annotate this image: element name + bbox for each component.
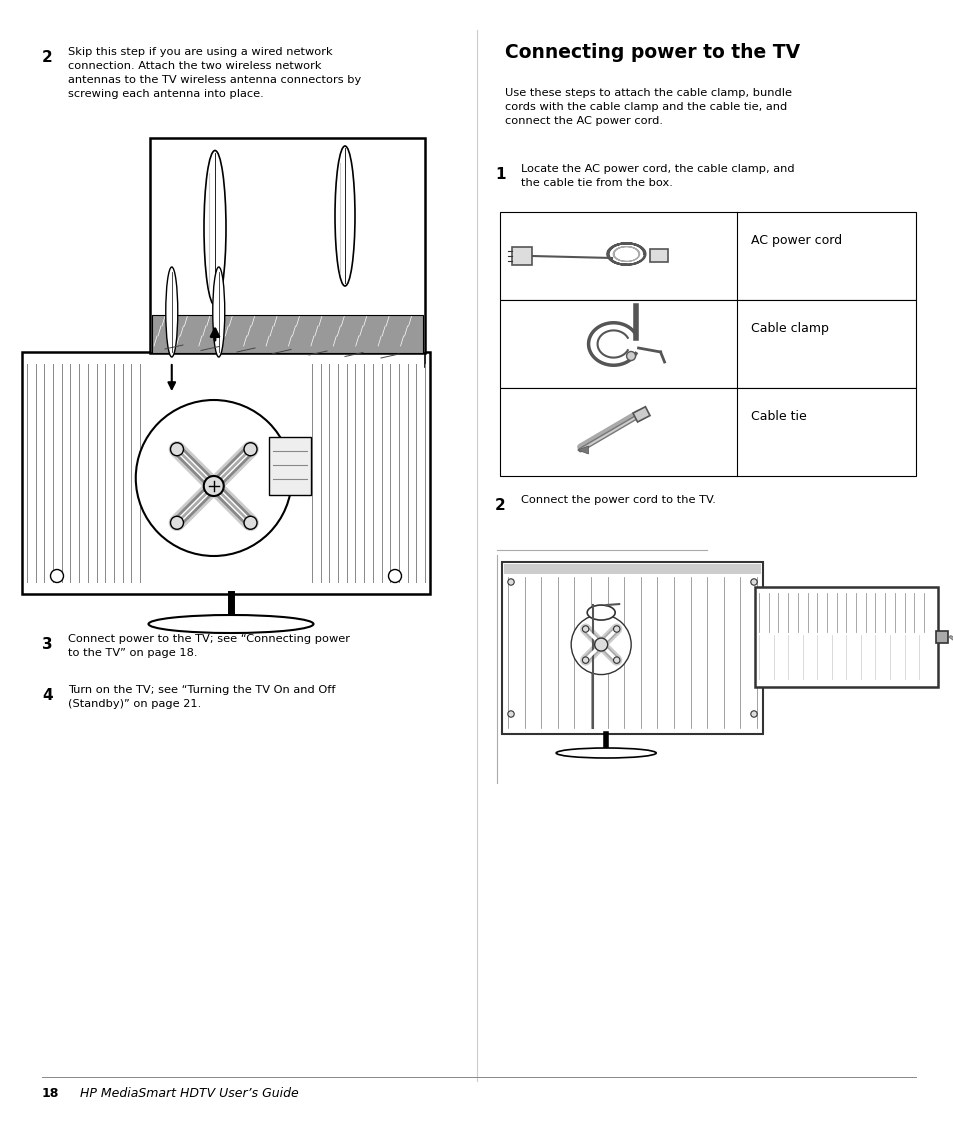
Text: 2: 2	[42, 51, 52, 65]
Bar	[152, 314, 422, 353]
Circle shape	[594, 638, 607, 651]
Ellipse shape	[149, 615, 314, 633]
Text: 2: 2	[495, 497, 505, 513]
Text: 3: 3	[42, 637, 52, 652]
Circle shape	[388, 569, 401, 583]
Bar	[512, 247, 532, 265]
Text: Cable clamp: Cable clamp	[750, 322, 828, 335]
Circle shape	[750, 711, 757, 718]
Text: Locate the AC power cord, the cable clamp, and
the cable tie from the box.: Locate the AC power cord, the cable clam…	[520, 164, 794, 188]
Bar	[754, 587, 937, 687]
Ellipse shape	[213, 267, 225, 357]
Circle shape	[750, 578, 757, 585]
Bar	[649, 249, 667, 262]
Bar	[503, 564, 760, 574]
Ellipse shape	[335, 146, 355, 286]
Text: Use these steps to attach the cable clamp, bundle
cords with the cable clamp and: Use these steps to attach the cable clam…	[504, 88, 791, 126]
Bar	[501, 562, 762, 734]
Circle shape	[51, 569, 64, 583]
Bar	[935, 631, 946, 642]
Circle shape	[204, 476, 224, 496]
Bar	[499, 389, 915, 476]
Circle shape	[582, 657, 588, 664]
Polygon shape	[577, 446, 588, 454]
Bar	[152, 314, 422, 353]
Circle shape	[244, 442, 256, 456]
Circle shape	[171, 442, 183, 456]
Text: Skip this step if you are using a wired network
connection. Attach the two wirel: Skip this step if you are using a wired …	[68, 47, 361, 99]
Circle shape	[244, 517, 256, 529]
Text: Turn on the TV; see “Turning the TV On and Off
(Standby)” on page 21.: Turn on the TV; see “Turning the TV On a…	[68, 685, 335, 709]
Text: 4: 4	[42, 688, 52, 703]
Text: Connecting power to the TV: Connecting power to the TV	[504, 43, 800, 62]
Bar	[22, 351, 430, 594]
Ellipse shape	[556, 748, 656, 758]
Text: 18: 18	[42, 1087, 59, 1101]
Bar	[633, 407, 649, 422]
Circle shape	[507, 711, 514, 718]
Text: AC power cord: AC power cord	[750, 234, 841, 247]
Bar	[269, 437, 311, 495]
Ellipse shape	[204, 150, 226, 305]
Text: Cable tie: Cable tie	[750, 410, 806, 423]
Circle shape	[613, 626, 619, 632]
Text: HP MediaSmart HDTV User’s Guide: HP MediaSmart HDTV User’s Guide	[64, 1087, 298, 1101]
Circle shape	[582, 626, 588, 632]
Circle shape	[507, 578, 514, 585]
Text: Connect the power cord to the TV.: Connect the power cord to the TV.	[520, 495, 715, 505]
Circle shape	[626, 351, 635, 360]
Bar	[150, 138, 424, 353]
Text: Connect power to the TV; see “Connecting power
to the TV” on page 18.: Connect power to the TV; see “Connecting…	[68, 634, 350, 658]
Circle shape	[613, 657, 619, 664]
Circle shape	[135, 400, 292, 556]
Circle shape	[571, 614, 631, 675]
Circle shape	[171, 517, 183, 529]
Bar	[499, 300, 915, 389]
Bar	[499, 212, 915, 300]
Text: 1: 1	[495, 167, 505, 182]
Ellipse shape	[166, 267, 177, 357]
Ellipse shape	[586, 605, 615, 620]
